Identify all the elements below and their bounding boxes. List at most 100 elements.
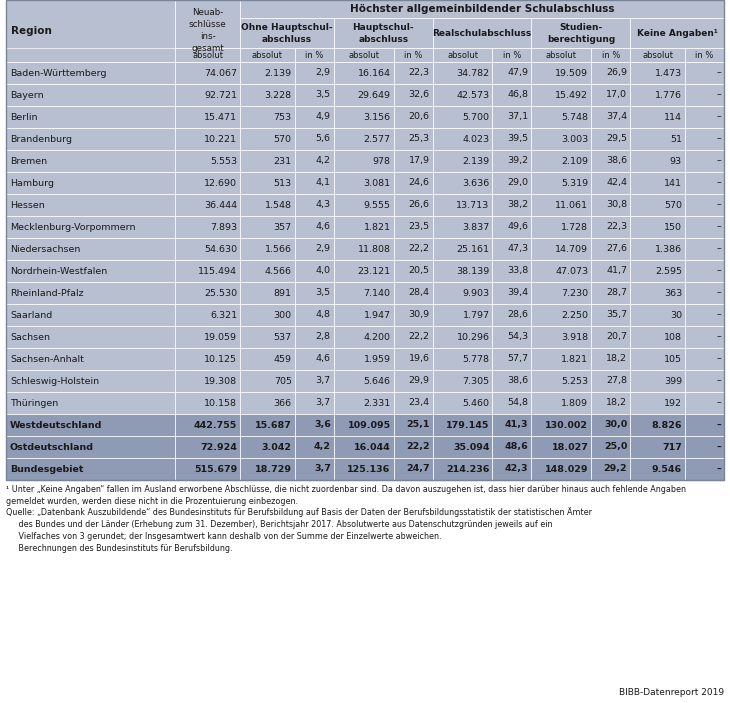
Bar (175, 106, 240, 128)
Bar (295, 128, 334, 150)
Bar (295, 62, 334, 84)
Text: in %: in % (695, 51, 714, 60)
Bar (334, 238, 393, 260)
Text: 23,5: 23,5 (409, 223, 430, 231)
Bar (630, 304, 685, 326)
Text: 25.530: 25.530 (204, 288, 237, 297)
Text: 105: 105 (664, 354, 682, 363)
Bar (685, 326, 724, 348)
Bar (531, 172, 591, 194)
Bar (630, 216, 685, 238)
Text: in %: in % (404, 51, 423, 60)
Text: –: – (716, 266, 721, 276)
Text: 108: 108 (664, 333, 682, 342)
Bar (630, 436, 685, 458)
Bar (531, 348, 591, 370)
Bar (175, 326, 240, 348)
Text: 5.778: 5.778 (463, 354, 490, 363)
Text: 22,3: 22,3 (409, 68, 430, 77)
Bar (433, 414, 493, 436)
Text: 4.566: 4.566 (265, 266, 292, 276)
Text: 10.296: 10.296 (456, 333, 490, 342)
Bar (630, 348, 685, 370)
Text: ins-: ins- (200, 32, 215, 41)
Text: 74.067: 74.067 (204, 68, 237, 77)
Text: Berlin: Berlin (10, 112, 37, 122)
Bar (493, 260, 531, 282)
Text: Niedersachsen: Niedersachsen (10, 245, 80, 254)
Bar (175, 458, 240, 480)
Bar (295, 304, 334, 326)
Bar (685, 436, 724, 458)
Text: 35.094: 35.094 (453, 442, 490, 451)
Text: 27,6: 27,6 (607, 245, 627, 254)
Text: 36.444: 36.444 (204, 200, 237, 209)
Bar (175, 370, 240, 392)
Text: BIBB-Datenreport 2019: BIBB-Datenreport 2019 (619, 688, 724, 697)
Text: –: – (716, 311, 721, 319)
Bar (295, 106, 334, 128)
Bar (240, 348, 295, 370)
Text: 54,3: 54,3 (507, 333, 529, 342)
Text: –: – (716, 288, 721, 297)
Bar (531, 414, 591, 436)
Bar (685, 392, 724, 414)
Text: 25,1: 25,1 (406, 420, 430, 430)
Text: 30,9: 30,9 (409, 311, 430, 319)
Text: Region: Region (11, 26, 52, 36)
Bar (295, 414, 334, 436)
Bar (433, 62, 493, 84)
Text: Bundesgebiet: Bundesgebiet (10, 465, 83, 474)
Bar (240, 370, 295, 392)
Text: 2.331: 2.331 (364, 399, 391, 408)
Bar (433, 172, 493, 194)
Text: 20,5: 20,5 (409, 266, 430, 276)
Text: 15.471: 15.471 (204, 112, 237, 122)
Bar (175, 436, 240, 458)
Text: 1.959: 1.959 (364, 354, 391, 363)
Text: –: – (716, 442, 721, 451)
Text: abschluss: abschluss (358, 34, 408, 44)
Text: 25,0: 25,0 (604, 442, 627, 451)
Text: 4,2: 4,2 (316, 157, 331, 165)
Text: 7.230: 7.230 (561, 288, 588, 297)
Bar (630, 62, 685, 84)
Text: 6.321: 6.321 (210, 311, 237, 319)
Text: Sachsen-Anhalt: Sachsen-Anhalt (10, 354, 84, 363)
Text: 9.555: 9.555 (364, 200, 391, 209)
Bar (393, 194, 433, 216)
Text: 18.729: 18.729 (255, 465, 292, 474)
Bar (175, 62, 240, 84)
Bar (591, 458, 630, 480)
Bar (295, 150, 334, 172)
Text: –: – (716, 399, 721, 408)
Bar (433, 260, 493, 282)
Text: Studien-: Studien- (559, 22, 602, 32)
Bar (6, 172, 175, 194)
Text: Saarland: Saarland (10, 311, 53, 319)
Text: –: – (716, 420, 721, 430)
Bar (531, 84, 591, 106)
Bar (493, 106, 531, 128)
Bar (175, 48, 240, 62)
Bar (493, 304, 531, 326)
Text: 2.109: 2.109 (561, 157, 588, 165)
Text: Brandenburg: Brandenburg (10, 134, 72, 143)
Bar (295, 370, 334, 392)
Bar (531, 238, 591, 260)
Text: 41,7: 41,7 (607, 266, 627, 276)
Text: 3.636: 3.636 (462, 179, 490, 188)
Text: 42.573: 42.573 (456, 91, 490, 100)
Bar (6, 194, 175, 216)
Bar (685, 172, 724, 194)
Text: 18,2: 18,2 (607, 399, 627, 408)
Text: 93: 93 (670, 157, 682, 165)
Bar (175, 238, 240, 260)
Text: 19.059: 19.059 (204, 333, 237, 342)
Text: 28,4: 28,4 (409, 288, 430, 297)
Text: Höchster allgemeinbildender Schulabschluss: Höchster allgemeinbildender Schulabschlu… (350, 4, 615, 14)
Text: 26,9: 26,9 (607, 68, 627, 77)
Bar (240, 48, 295, 62)
Bar (6, 62, 175, 84)
Bar (175, 216, 240, 238)
